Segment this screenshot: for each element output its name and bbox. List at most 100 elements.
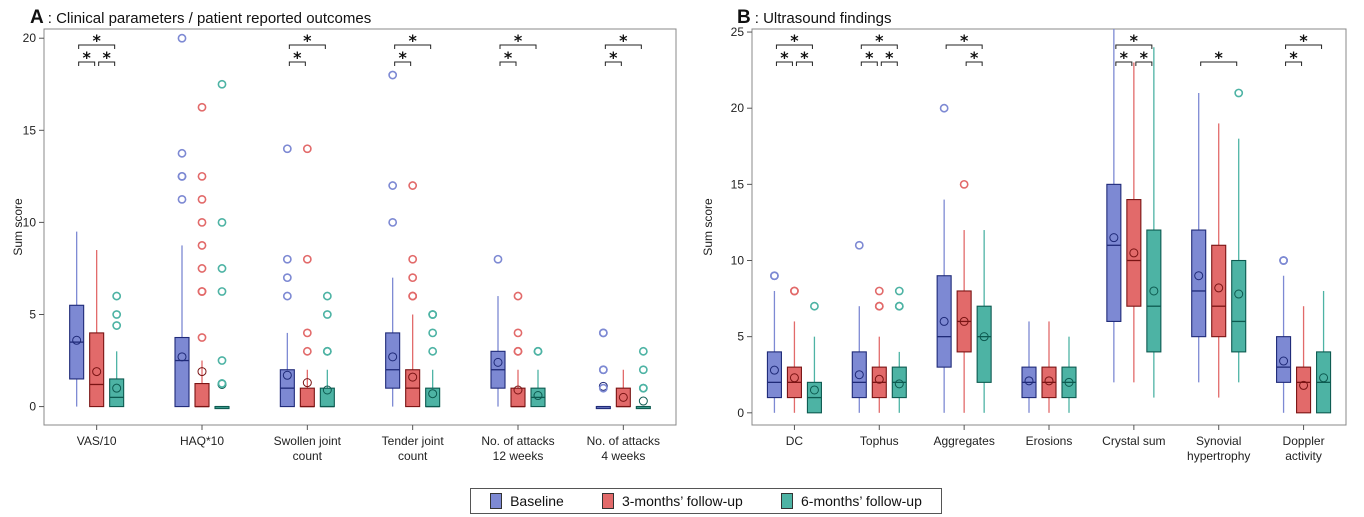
significance-bracket [288, 44, 326, 49]
box [1296, 366, 1312, 414]
mean-marker [789, 373, 799, 383]
outlier-point [513, 346, 523, 356]
mean-marker [894, 379, 904, 389]
outlier-point [322, 346, 332, 356]
mean-marker [1299, 380, 1309, 390]
outlier-point [217, 264, 227, 273]
mean-marker [1149, 286, 1159, 296]
significance-star: * [1289, 48, 1298, 67]
outlier-point [217, 79, 227, 89]
y-tick-label: 5 [29, 307, 36, 321]
outlier-point [322, 291, 332, 301]
significance-bracket [795, 61, 813, 66]
outlier-point [282, 144, 292, 154]
significance-bracket [775, 44, 813, 49]
mean-marker [1044, 376, 1054, 386]
box [851, 351, 867, 399]
significance-star: * [504, 48, 513, 67]
outlier-point [854, 240, 864, 250]
mean-marker [874, 374, 884, 384]
significance-star: * [398, 48, 407, 67]
mean-marker [618, 392, 628, 402]
outlier-point [408, 181, 418, 190]
outlier-point [177, 148, 187, 158]
outlier-point [112, 321, 122, 330]
x-tick-label: count [398, 449, 428, 463]
outlier-point [388, 217, 398, 227]
box [976, 305, 992, 383]
mean-marker [979, 332, 989, 342]
significance-bracket [860, 61, 878, 66]
mean-marker [769, 365, 779, 375]
mean-marker [1109, 233, 1119, 243]
box [1126, 199, 1142, 307]
outlier-point [598, 365, 608, 375]
box [1276, 336, 1292, 383]
outlier-point [493, 254, 503, 264]
significance-star: * [800, 48, 809, 67]
significance-star: * [293, 48, 302, 67]
significance-bracket [1115, 44, 1153, 49]
outlier-point [894, 286, 904, 296]
outlier-point [177, 194, 187, 204]
outlier-point [197, 333, 207, 342]
significance-star: * [102, 48, 111, 67]
outlier-point [302, 346, 312, 356]
outlier-point [513, 291, 523, 301]
y-tick-label: 20 [23, 31, 37, 45]
outlier-point [388, 181, 398, 190]
outlier-point [197, 287, 207, 296]
x-tick-label: No. of attacks [481, 434, 554, 448]
mean-marker [959, 316, 969, 326]
significance-star: * [303, 31, 312, 50]
mean-marker [809, 385, 819, 395]
significance-star: * [790, 31, 799, 50]
significance-star: * [619, 31, 628, 50]
significance-star: * [875, 31, 884, 50]
outlier-point [638, 365, 648, 375]
x-tick-label: Crystal sum [1102, 434, 1165, 448]
outlier-point [112, 291, 122, 301]
x-tick-label: VAS/10 [77, 434, 117, 448]
legend: Baseline 3-months’ follow-up 6-months’ f… [470, 488, 942, 514]
box [766, 351, 782, 399]
outlier-point [302, 144, 312, 154]
significance-star: * [970, 48, 979, 67]
mean-marker [408, 372, 418, 382]
x-tick-label: Erosions [1026, 434, 1073, 448]
box [936, 275, 952, 368]
outlier-point [513, 328, 523, 338]
box [1211, 244, 1227, 338]
significance-star: * [609, 48, 618, 67]
legend-swatch-3-months [601, 493, 614, 509]
y-tick-label: 0 [737, 406, 744, 420]
x-tick-label: 4 weeks [601, 449, 645, 463]
box [299, 387, 315, 408]
box [1191, 229, 1207, 338]
outlier-point [533, 346, 543, 356]
panel-a: A: Clinical parameters / patient reporte… [11, 7, 677, 463]
legend-swatch-baseline [490, 493, 503, 509]
significance-bracket [78, 44, 116, 49]
significance-star: * [885, 48, 894, 67]
significance-bracket [288, 61, 306, 66]
box [194, 383, 210, 408]
box [174, 336, 190, 408]
outlier-point [197, 264, 207, 273]
y-tick-label: 15 [731, 177, 745, 191]
y-tick-label: 0 [29, 400, 36, 414]
x-tick-label: Swollen joint [274, 434, 342, 448]
significance-bracket [1285, 44, 1323, 49]
panel-b: B: Ultrasound findings Sum score 0 5 10 15 20 2… [701, 7, 1347, 463]
outlier-point [217, 356, 227, 365]
y-axis-label: Sum score [701, 198, 715, 256]
outlier-point [217, 287, 227, 296]
mean-marker [493, 357, 503, 367]
outlier-point [810, 301, 819, 311]
outlier-point [959, 179, 969, 189]
y-tick-label: 20 [731, 101, 745, 115]
significance-bracket [78, 61, 96, 66]
mean-marker [533, 391, 543, 401]
mean-marker [1319, 373, 1329, 383]
legend-label-6-months: 6-months’ follow-up [801, 493, 922, 509]
